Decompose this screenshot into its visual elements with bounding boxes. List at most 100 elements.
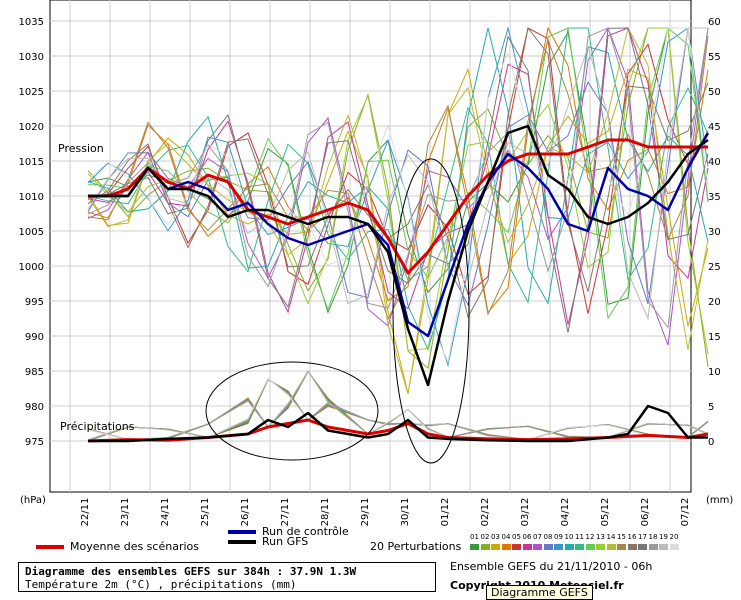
perturbation-pressure-line	[87, 26, 709, 395]
perturbation-swatch	[491, 544, 500, 550]
perturbation-pressure-line	[87, 27, 709, 314]
perturbation-swatch	[606, 544, 616, 550]
perturbation-id: 08	[543, 533, 553, 541]
perturbation-id: 01	[470, 533, 479, 541]
x-tick-label: 03/12	[520, 498, 531, 527]
left-tick-label: 1030	[19, 52, 44, 63]
perturbation-id: 19	[659, 533, 668, 541]
x-tick-label: 29/11	[360, 498, 371, 527]
info-box: Diagramme des ensembles GEFS sur 384h : …	[18, 562, 436, 592]
perturbation-swatch	[627, 544, 637, 550]
x-tick-label: 25/11	[200, 498, 211, 527]
perturbation-swatch	[554, 544, 563, 550]
right-tick-label: 55	[708, 52, 721, 63]
legend-mean: Moyenne des scénarios	[36, 540, 199, 553]
right-unit-label: (mm)	[706, 495, 733, 506]
perturbation-swatch	[543, 544, 553, 550]
precip-label: Précipitations	[60, 420, 135, 433]
perturbation-pressure-line	[87, 35, 709, 321]
x-tick-label: 04/12	[560, 498, 571, 527]
perturbation-id: 12	[585, 533, 595, 541]
perturbation-id: 11	[575, 533, 584, 541]
perturbation-id: 04	[501, 533, 511, 541]
perturbation-precip-line	[87, 377, 709, 441]
left-tick-label: 1015	[19, 157, 44, 168]
perturbation-id: 15	[617, 533, 626, 541]
perturbation-swatch	[617, 544, 626, 550]
left-tick-label: 975	[25, 437, 44, 448]
perturbation-pressure-line	[87, 27, 708, 321]
series-line	[88, 138, 708, 275]
x-tick-label: 28/11	[320, 498, 331, 527]
perturbation-id: 14	[606, 533, 616, 541]
perturbation-swatch	[669, 544, 679, 550]
right-tick-label: 15	[708, 332, 721, 343]
right-tick-label: 20	[708, 297, 721, 308]
perturbation-pressure-line	[87, 67, 709, 394]
perturbation-swatch	[648, 544, 658, 550]
perturbation-swatch	[480, 544, 490, 550]
left-axis-ticks: 1035 1030 1025 1020 1015 1010 1005 1000 995 990 98…	[19, 17, 44, 448]
perturbation-pressure-line	[87, 27, 709, 320]
legend-control-label: Run de contrôle	[262, 525, 349, 538]
left-tick-label: 980	[25, 402, 44, 413]
perturbation-id: 07	[533, 533, 542, 541]
perturbation-swatch	[596, 544, 605, 550]
legend-gfs: Run GFS	[228, 535, 308, 548]
perturbation-swatch	[470, 544, 479, 550]
perturbation-id: 18	[648, 533, 658, 541]
left-tick-label: 990	[25, 332, 44, 343]
left-tick-label: 1035	[19, 17, 44, 28]
perturbation-id: 05	[512, 533, 521, 541]
x-tick-label: 07/12	[680, 498, 691, 527]
x-tick-label: 26/11	[240, 498, 251, 527]
perturbation-swatch	[575, 544, 584, 550]
left-tick-label: 1020	[19, 122, 44, 133]
perturbation-id: 06	[522, 533, 532, 541]
precip-ellipse	[205, 361, 379, 461]
perturbation-pressure-line	[87, 27, 708, 307]
annotation-ellipses	[205, 158, 470, 464]
left-tick-label: 1000	[19, 262, 44, 273]
perturbation-pressure-line	[87, 26, 709, 319]
perturbation-swatch	[522, 544, 532, 550]
right-tick-label: 40	[708, 157, 721, 168]
gfs-swatch	[228, 540, 256, 544]
perturbation-swatch	[638, 544, 647, 550]
control-swatch	[228, 530, 256, 534]
legend-control: Run de contrôle	[228, 525, 349, 538]
chart-subtitle: Température 2m (°C) , précipitations (mm…	[25, 578, 297, 591]
x-tick-label: 22/11	[80, 498, 91, 527]
pression-label: Pression	[58, 142, 104, 155]
perturbation-swatch	[501, 544, 511, 550]
chart-title: Diagramme des ensembles GEFS sur 384h : …	[25, 565, 357, 578]
x-tick-label: 05/12	[600, 498, 611, 527]
perturbation-id: 09	[554, 533, 563, 541]
perturbation-id: 10	[564, 533, 574, 541]
perturbation-id: 17	[638, 533, 647, 541]
x-tick-label: 06/12	[640, 498, 651, 527]
perturbation-pressure-line	[87, 27, 709, 333]
right-tick-label: 5	[708, 402, 714, 413]
series-lines	[87, 124, 710, 443]
left-tick-label: 1005	[19, 227, 44, 238]
x-tick-label: 23/11	[120, 498, 131, 527]
right-tick-label: 35	[708, 192, 721, 203]
perturbation-id: 13	[596, 533, 605, 541]
x-tick-label: 24/11	[160, 498, 171, 527]
perturbation-id: 20	[669, 533, 679, 541]
perturbation-swatch	[533, 544, 542, 550]
perturbation-id: 16	[627, 533, 637, 541]
left-tick-label: 985	[25, 367, 44, 378]
series-line	[88, 132, 710, 338]
left-tick-label: 995	[25, 297, 44, 308]
left-tick-label: 1010	[19, 192, 44, 203]
mean-swatch	[36, 545, 64, 549]
perturbation-swatch	[564, 544, 574, 550]
left-tick-label: 1025	[19, 87, 44, 98]
right-tick-label: 25	[708, 262, 721, 273]
right-tick-label: 60	[708, 17, 721, 28]
pressure-ellipse	[392, 158, 470, 464]
